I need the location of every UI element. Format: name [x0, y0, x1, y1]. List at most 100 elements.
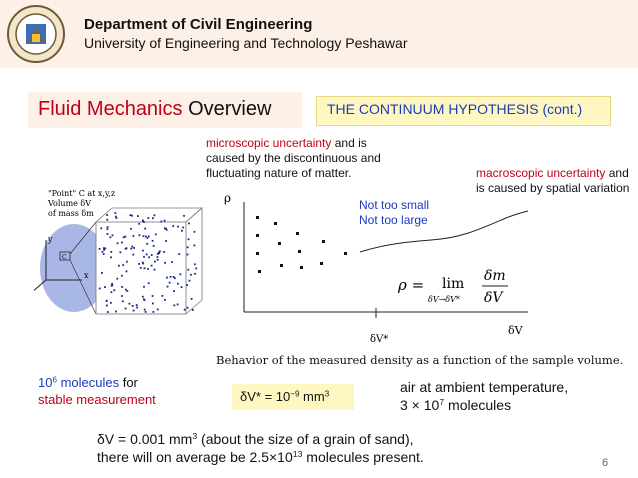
molecule-dot — [129, 214, 132, 216]
molecule-dot — [124, 235, 127, 238]
air-exp: 7 — [439, 397, 445, 408]
molecule-dot — [156, 253, 159, 255]
molecule-dot — [122, 236, 125, 239]
macroscopic-note: macroscopic uncertainty and is caused by… — [476, 166, 636, 196]
formula-numerator: δm — [484, 268, 506, 284]
molecule-dot — [105, 300, 108, 302]
point-c-label: C — [62, 254, 67, 261]
molecule-dot — [146, 237, 149, 239]
molecule-dot — [187, 268, 190, 271]
leader-line-bottom — [69, 259, 97, 315]
formula-lhs: ρ = — [397, 276, 424, 294]
molecule-dot — [186, 253, 189, 256]
molecule-dot — [160, 220, 163, 223]
molecule-dot — [131, 305, 134, 307]
molecule-dot — [156, 258, 159, 261]
molecule-dot — [186, 246, 189, 249]
molecule-dot — [186, 306, 189, 309]
molecule-dot — [153, 214, 156, 217]
dv-star-box — [232, 384, 354, 410]
molecule-dot — [113, 289, 116, 292]
volume-cube — [95, 207, 204, 315]
molecule-count-line: 106 molecules for — [38, 374, 156, 391]
formula-denominator: δV — [484, 290, 504, 306]
sand-l1-rest: (about the size of a grain of sand), — [197, 431, 414, 447]
molecule-dot — [115, 310, 117, 313]
molecule-dot — [111, 234, 114, 237]
molecule-dot — [106, 304, 108, 307]
title-part-1: Fluid Mechanics — [38, 98, 183, 120]
graph-x-label: δV — [508, 324, 524, 337]
molecule-dot — [148, 256, 150, 259]
molecule-dot — [116, 277, 119, 280]
molecule-dot — [106, 233, 109, 235]
molecule-dot — [142, 235, 145, 238]
dv-star-value: δV* = 10−9 mm3 — [240, 389, 329, 404]
sand-l2-prefix: there will on average be 2.5×10 — [97, 449, 293, 465]
molecule-dot — [147, 268, 149, 270]
molecule-dot — [186, 284, 188, 286]
formula-lim: lim — [442, 276, 464, 292]
molecule-dot — [122, 264, 125, 266]
molecule-dot — [132, 309, 135, 312]
air-note: air at ambient temperature, 3 × 107 mole… — [400, 378, 568, 414]
molecule-dot — [125, 247, 128, 250]
macroscopic-text: and is caused by spatial variation — [476, 166, 630, 195]
molecule-dot — [132, 235, 135, 237]
sand-line-2: there will on average be 2.5×1013 molecu… — [97, 448, 424, 466]
molecule-count-word: molecules — [56, 375, 120, 390]
molecule-dot — [165, 228, 168, 231]
molecule-dot — [115, 217, 118, 219]
molecule-dot — [178, 253, 181, 255]
microscopic-text: and is caused by the discontinuous and f… — [206, 136, 381, 180]
molecule-dot — [110, 256, 112, 259]
molecule-dot — [142, 249, 144, 252]
molecule-dot — [114, 215, 117, 218]
molecule-dot — [172, 276, 175, 278]
molecule-count-note: 106 molecules for stable measurement — [38, 374, 156, 408]
molecule-dots — [98, 212, 198, 313]
molecule-dot — [119, 251, 122, 254]
molecule-dot — [143, 285, 145, 288]
molecule-dot — [142, 219, 144, 222]
molecule-dot — [163, 219, 166, 222]
molecule-dot — [103, 248, 105, 251]
molecule-dot — [110, 291, 113, 294]
molecule-dot — [159, 250, 161, 253]
leader-line-top — [69, 221, 97, 255]
molecule-dot — [163, 227, 166, 230]
molecule-dot — [152, 217, 154, 220]
molecule-dot — [190, 273, 192, 276]
molecule-dot — [145, 235, 147, 238]
molecule-dot — [146, 242, 149, 245]
molecule-dot — [151, 295, 154, 297]
molecule-dot — [130, 227, 132, 230]
molecule-dot — [190, 298, 193, 300]
molecule-dot — [195, 267, 198, 270]
molecule-dot — [143, 308, 146, 311]
molecule-dot — [144, 311, 147, 313]
molecule-dot — [121, 300, 124, 303]
molecule-dot — [138, 234, 141, 237]
molecule-dot — [156, 308, 159, 311]
molecule-count-exp: 6 — [52, 375, 57, 385]
molecule-dot — [130, 247, 133, 250]
scatter-points — [256, 216, 347, 273]
not-too-large: Not too large — [359, 213, 428, 227]
molecule-dot — [101, 272, 103, 274]
molecule-dot — [126, 260, 128, 263]
molecule-dot — [152, 302, 154, 305]
molecule-dot — [106, 228, 109, 231]
molecule-dot — [139, 267, 142, 269]
molecule-dot — [121, 286, 124, 288]
molecule-dot — [182, 226, 185, 229]
molecule-dot — [166, 285, 169, 288]
molecule-dot — [136, 306, 138, 309]
molecule-dot — [98, 248, 101, 250]
molecule-for: for — [119, 375, 138, 390]
molecule-dot — [104, 247, 107, 250]
molecule-dot — [163, 251, 165, 253]
molecule-dot — [152, 245, 155, 247]
molecule-dot — [180, 286, 183, 289]
mass-caption: of mass δm — [48, 209, 94, 218]
